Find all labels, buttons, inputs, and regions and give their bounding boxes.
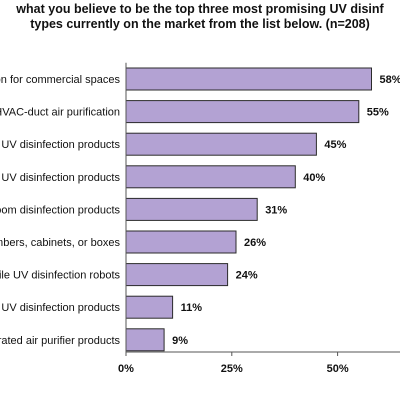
category-label: on for commercial spaces [0,74,120,86]
category-label: UV disinfection products [1,302,120,314]
category-label: rated air purifier products [0,335,120,347]
category-label: ile UV disinfection robots [0,270,120,282]
bar-value-label: 55% [367,107,389,119]
bar-value-label: 58% [380,74,400,86]
bar-value-label: 31% [265,204,287,216]
chart-title: what you believe to be the top three mos… [0,2,400,32]
bar [125,230,237,254]
chart-title-line-2: types currently on the market from the l… [30,17,370,31]
bar [125,328,165,352]
x-axis: 0% 25% 50% [118,351,400,375]
bar [125,295,174,319]
bar [125,263,229,287]
bar-value-label: 40% [303,172,325,184]
x-tick-label: 50% [327,363,349,375]
category-label: UV disinfection products [1,139,120,151]
category-label: HVAC-duct air purification [0,107,120,119]
x-tick-label: 25% [221,363,243,375]
bar-value-label: 9% [172,335,188,347]
bar [125,132,317,156]
x-tick-label: 0% [118,363,134,375]
value-label-group: 58% 55% 45% 40% 31% 26% 24% 11% 9% [172,74,400,347]
bar-value-label: 11% [181,302,203,314]
bar-value-label: 45% [324,139,346,151]
chart-title-line-1: what you believe to be the top three mos… [16,2,384,16]
category-label: oom disinfection products [0,204,120,216]
bar-value-label: 26% [244,237,266,249]
bar [125,100,360,124]
category-label: mbers, cabinets, or boxes [0,237,120,249]
bar-value-label: 24% [236,270,258,282]
bar [125,197,258,221]
bar-group [125,67,372,352]
category-label-group: on for commercial spaces HVAC-duct air pu… [0,74,120,347]
category-label: UV disinfection products [1,172,120,184]
bar [125,67,372,91]
bar [125,165,296,189]
